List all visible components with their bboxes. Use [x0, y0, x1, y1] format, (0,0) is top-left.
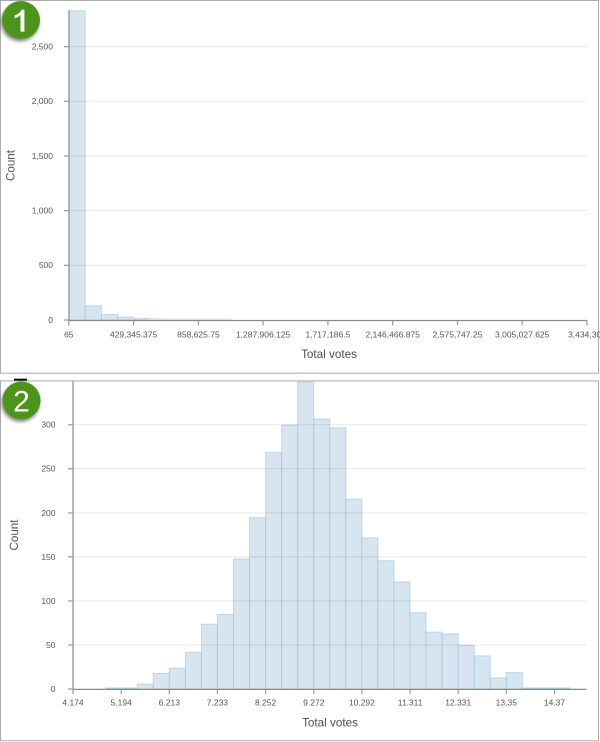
svg-text:6.213: 6.213: [159, 697, 181, 707]
svg-text:1,000: 1,000: [32, 206, 54, 216]
svg-text:12.331: 12.331: [445, 697, 471, 707]
svg-text:0: 0: [51, 684, 56, 694]
svg-text:429,345.375: 429,345.375: [110, 329, 158, 339]
svg-text:Total votes: Total votes: [301, 348, 357, 361]
svg-text:3,005,027.625: 3,005,027.625: [495, 329, 550, 339]
svg-text:7.233: 7.233: [207, 697, 229, 707]
svg-text:1,500: 1,500: [32, 151, 54, 161]
svg-text:50: 50: [46, 640, 56, 650]
svg-text:200: 200: [41, 508, 55, 518]
svg-text:65: 65: [64, 329, 74, 339]
svg-text:5.194: 5.194: [111, 697, 133, 707]
svg-text:2,575,747.25: 2,575,747.25: [433, 329, 483, 339]
svg-text:150: 150: [41, 552, 55, 562]
svg-text:8.252: 8.252: [255, 697, 277, 707]
svg-text:9.272: 9.272: [303, 697, 325, 707]
svg-text:500: 500: [39, 260, 53, 270]
svg-text:2,146,466.875: 2,146,466.875: [366, 329, 421, 339]
svg-text:Count: Count: [8, 519, 21, 551]
svg-text:3,434,308: 3,434,308: [568, 329, 600, 339]
svg-text:0: 0: [48, 315, 53, 325]
svg-text:300: 300: [41, 420, 55, 430]
svg-text:1,287,906.125: 1,287,906.125: [236, 329, 291, 339]
svg-text:250: 250: [41, 464, 55, 474]
svg-text:2,500: 2,500: [32, 42, 54, 52]
svg-text:1,717,186.5: 1,717,186.5: [305, 329, 350, 339]
svg-text:11.311: 11.311: [398, 697, 423, 707]
svg-text:Count: Count: [5, 149, 18, 181]
svg-text:2,000: 2,000: [32, 96, 54, 106]
svg-text:13.35: 13.35: [496, 697, 518, 707]
svg-text:858,625.75: 858,625.75: [177, 329, 220, 339]
svg-text:4.174: 4.174: [62, 697, 84, 707]
svg-text:100: 100: [41, 596, 55, 606]
svg-text:2: 2: [13, 386, 30, 419]
svg-text:14.37: 14.37: [544, 697, 566, 707]
svg-text:10.292: 10.292: [349, 697, 375, 707]
svg-text:Total votes: Total votes: [302, 717, 358, 730]
